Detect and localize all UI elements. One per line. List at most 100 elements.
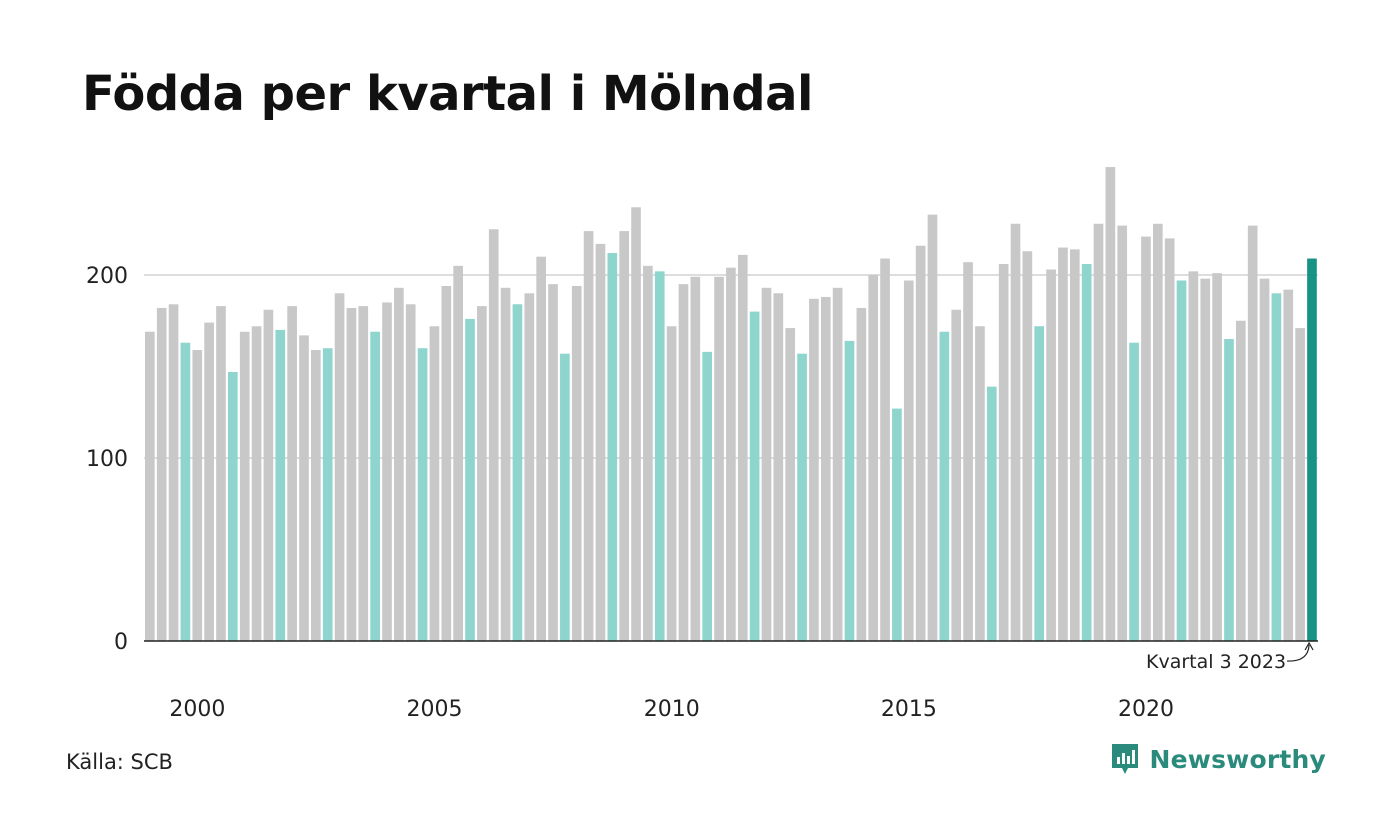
bar <box>536 256 546 641</box>
bar <box>749 311 760 641</box>
bar <box>275 329 286 641</box>
bar <box>394 287 404 641</box>
bar <box>1271 293 1282 641</box>
bar <box>1081 264 1092 641</box>
bar <box>963 262 973 641</box>
bar <box>1164 238 1175 641</box>
annotation-label: Kvartal 3 2023 <box>1146 651 1286 673</box>
bar <box>263 309 274 641</box>
bar <box>1058 247 1068 642</box>
bar <box>714 276 724 641</box>
bar <box>975 326 985 641</box>
bar <box>1152 223 1163 641</box>
chart-title: Födda per kvartal i Mölndal <box>82 66 813 122</box>
bar <box>927 214 938 642</box>
bar <box>1200 278 1211 641</box>
bar <box>702 351 713 641</box>
bar <box>251 326 262 641</box>
bar <box>1010 223 1021 641</box>
bar <box>382 302 392 641</box>
bar <box>595 243 606 641</box>
bar <box>951 309 962 641</box>
bar <box>524 293 535 641</box>
bar <box>239 331 250 641</box>
bar <box>180 342 191 641</box>
bar <box>453 265 463 641</box>
bar <box>856 307 867 641</box>
bar <box>726 267 736 641</box>
bar <box>880 258 890 641</box>
bar <box>1176 280 1187 641</box>
bar <box>500 287 511 641</box>
y-tick-label: 0 <box>114 630 128 655</box>
bar <box>512 304 523 641</box>
bar <box>1188 271 1199 641</box>
bar <box>334 293 345 641</box>
bar <box>939 331 950 641</box>
bar <box>1283 289 1294 641</box>
bar <box>915 245 926 641</box>
annotation-arrow <box>1287 644 1310 662</box>
bar <box>168 304 179 641</box>
bar <box>832 287 843 641</box>
bar <box>429 326 440 641</box>
bar <box>1295 328 1305 641</box>
brand-name: Newsworthy <box>1149 744 1326 774</box>
bar <box>892 408 902 641</box>
bar <box>643 265 653 641</box>
bar <box>797 353 807 641</box>
bar <box>322 348 333 641</box>
bar <box>607 253 618 642</box>
brand-logo[interactable]: Newsworthy <box>1110 742 1327 776</box>
bar <box>868 275 879 641</box>
bar <box>548 284 558 641</box>
x-tick-label: 2000 <box>169 697 225 722</box>
bar <box>583 231 594 641</box>
bar <box>1046 269 1056 641</box>
bar <box>998 264 1009 641</box>
bar <box>358 306 369 641</box>
bar <box>1247 225 1258 641</box>
bar <box>761 287 772 641</box>
bar <box>370 331 380 641</box>
source-label: Källa: SCB <box>66 750 173 774</box>
bar <box>1034 326 1045 641</box>
bar <box>465 318 475 641</box>
bar <box>287 306 297 641</box>
bar <box>773 293 784 641</box>
bar <box>690 276 701 641</box>
bar <box>1117 225 1128 641</box>
bar <box>145 331 155 641</box>
bar <box>488 229 499 641</box>
bar <box>477 306 487 641</box>
bar <box>299 335 309 641</box>
bar <box>809 298 819 641</box>
bar <box>1141 236 1151 641</box>
bar <box>820 296 831 641</box>
bar <box>1022 251 1033 641</box>
bar <box>156 307 167 641</box>
bar <box>1093 223 1104 641</box>
bar <box>631 207 641 642</box>
bar <box>1212 273 1222 641</box>
bar <box>1129 342 1139 641</box>
bar <box>1069 249 1080 641</box>
bar <box>844 340 855 641</box>
bar <box>903 280 914 641</box>
bar <box>1259 278 1270 641</box>
y-tick-label: 100 <box>86 447 128 472</box>
bar <box>204 322 214 641</box>
bar <box>986 386 997 641</box>
bar <box>737 254 748 641</box>
bar <box>228 371 238 641</box>
bar <box>1307 258 1317 641</box>
bar <box>216 306 226 641</box>
x-tick-label: 2020 <box>1118 697 1174 722</box>
bar <box>1105 167 1116 641</box>
bar <box>1235 320 1246 641</box>
bar <box>619 231 630 641</box>
bar <box>785 328 796 641</box>
bar <box>571 285 582 641</box>
bar <box>654 271 665 641</box>
